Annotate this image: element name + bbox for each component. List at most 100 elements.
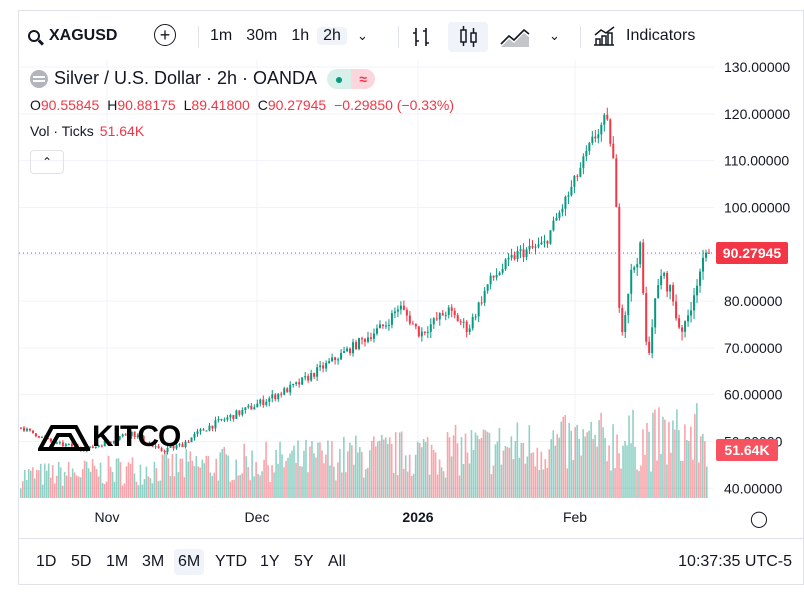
candle-body: [708, 252, 710, 254]
volume-bar: [522, 443, 525, 498]
market-status-pill[interactable]: ● ≈: [327, 68, 376, 89]
volume-bar: [197, 466, 200, 498]
volume-bar: [169, 476, 172, 498]
volume-bar: [454, 424, 457, 498]
add-symbol-button[interactable]: +: [154, 24, 176, 46]
volume-bar: [640, 465, 642, 498]
candle-body: [453, 310, 456, 316]
candle-body: [346, 348, 349, 352]
candles-button[interactable]: [448, 22, 488, 52]
volume-bar: [560, 421, 563, 498]
open-value: 90.55845: [40, 97, 100, 113]
volume-bar: [181, 458, 184, 498]
volume-bar: [668, 422, 670, 498]
chevron-down-icon[interactable]: ⌄: [356, 28, 368, 43]
volume-bar: [245, 456, 247, 498]
candle-body: [172, 445, 175, 449]
volume-bar: [125, 466, 128, 498]
volume-bar: [372, 436, 375, 498]
volume-bar: [363, 477, 365, 498]
candle-body: [639, 242, 642, 265]
range-1y[interactable]: 1Y: [260, 553, 280, 570]
volume-bar: [538, 469, 541, 498]
area-chart-icon[interactable]: [498, 24, 532, 50]
candle-body: [429, 324, 432, 332]
candle-body: [325, 362, 328, 369]
volume-bar: [638, 470, 640, 498]
volume-bar: [101, 482, 104, 498]
candle-body: [133, 431, 136, 437]
volume-bar: [175, 453, 178, 498]
market-open-dot-icon: ●: [327, 68, 352, 89]
clock-timezone[interactable]: 10:37:35 UTC-5: [678, 553, 792, 570]
volume-bar: [400, 431, 403, 498]
volume-bar: [590, 421, 592, 498]
volume-bar: [544, 459, 547, 498]
change-value: −0.29850 (−0.33%): [334, 97, 454, 113]
scale-settings-icon[interactable]: ◯: [750, 511, 768, 528]
volume-bar: [47, 463, 50, 498]
volume-bar: [351, 445, 353, 498]
range-1d[interactable]: 1D: [36, 553, 57, 570]
candle-body: [645, 293, 648, 342]
volume-bar: [275, 449, 277, 498]
interval-2h[interactable]: 2h: [317, 27, 347, 45]
volume-bar: [33, 478, 36, 498]
kitco-wordmark: KITCO: [92, 420, 181, 453]
candle-body: [510, 255, 513, 258]
volume-bar: [281, 454, 283, 498]
y-tick-label: 60.00000: [724, 387, 783, 403]
volume-bar: [187, 461, 190, 498]
volume-bar: [139, 464, 142, 498]
candle-body: [292, 383, 295, 385]
volume-bar: [61, 485, 64, 498]
volume-bar: [442, 471, 445, 498]
volume-bar: [189, 451, 192, 498]
candle-body: [142, 436, 145, 443]
volume-bar: [185, 449, 188, 498]
volume-bar: [289, 453, 291, 498]
volume-bar: [117, 458, 120, 498]
range-6m[interactable]: 6M: [174, 549, 205, 575]
interval-30m[interactable]: 30m: [246, 27, 278, 44]
candle-body: [654, 298, 657, 328]
volume-bar: [191, 460, 194, 498]
volume-bar: [446, 432, 449, 498]
candle-body: [423, 331, 426, 333]
range-1m[interactable]: 1M: [106, 553, 129, 570]
volume-bar: [249, 480, 251, 498]
volume-bar: [339, 448, 341, 498]
range-5y[interactable]: 5Y: [294, 553, 314, 570]
range-5d[interactable]: 5D: [71, 553, 92, 570]
range-all[interactable]: All: [328, 553, 346, 570]
candle-body: [594, 136, 597, 139]
range-ytd[interactable]: YTD: [215, 553, 247, 570]
x-tick-nov: Nov: [95, 509, 120, 525]
interval-1m[interactable]: 1m: [210, 27, 233, 44]
bar-chart-icon[interactable]: [410, 25, 434, 49]
candle-body: [166, 447, 169, 452]
volume-bar: [678, 430, 680, 498]
candle-body: [621, 307, 624, 333]
volume-bar: [626, 445, 628, 498]
volume-bar: [374, 446, 377, 498]
candle-body: [241, 409, 244, 415]
indicators-button[interactable]: Indicators: [592, 23, 695, 49]
volume-bar: [283, 467, 285, 498]
range-3m[interactable]: 3M: [142, 553, 165, 570]
volume-bar: [71, 468, 74, 498]
interval-1h[interactable]: 1h: [291, 27, 310, 44]
volume-bar: [572, 459, 574, 498]
chart-type-chevron-icon[interactable]: ⌄: [549, 28, 560, 43]
candle-body: [175, 445, 178, 449]
volume-bar: [105, 481, 108, 498]
candle-body: [567, 195, 570, 197]
volume-bar: [426, 437, 429, 498]
volume-bar: [311, 441, 313, 498]
volume-bar: [299, 466, 301, 498]
symbol-search[interactable]: XAGUSD: [28, 23, 117, 49]
volume-bar: [27, 469, 30, 498]
candle-body: [118, 436, 121, 440]
collapse-legend-button[interactable]: ⌃: [30, 150, 64, 174]
